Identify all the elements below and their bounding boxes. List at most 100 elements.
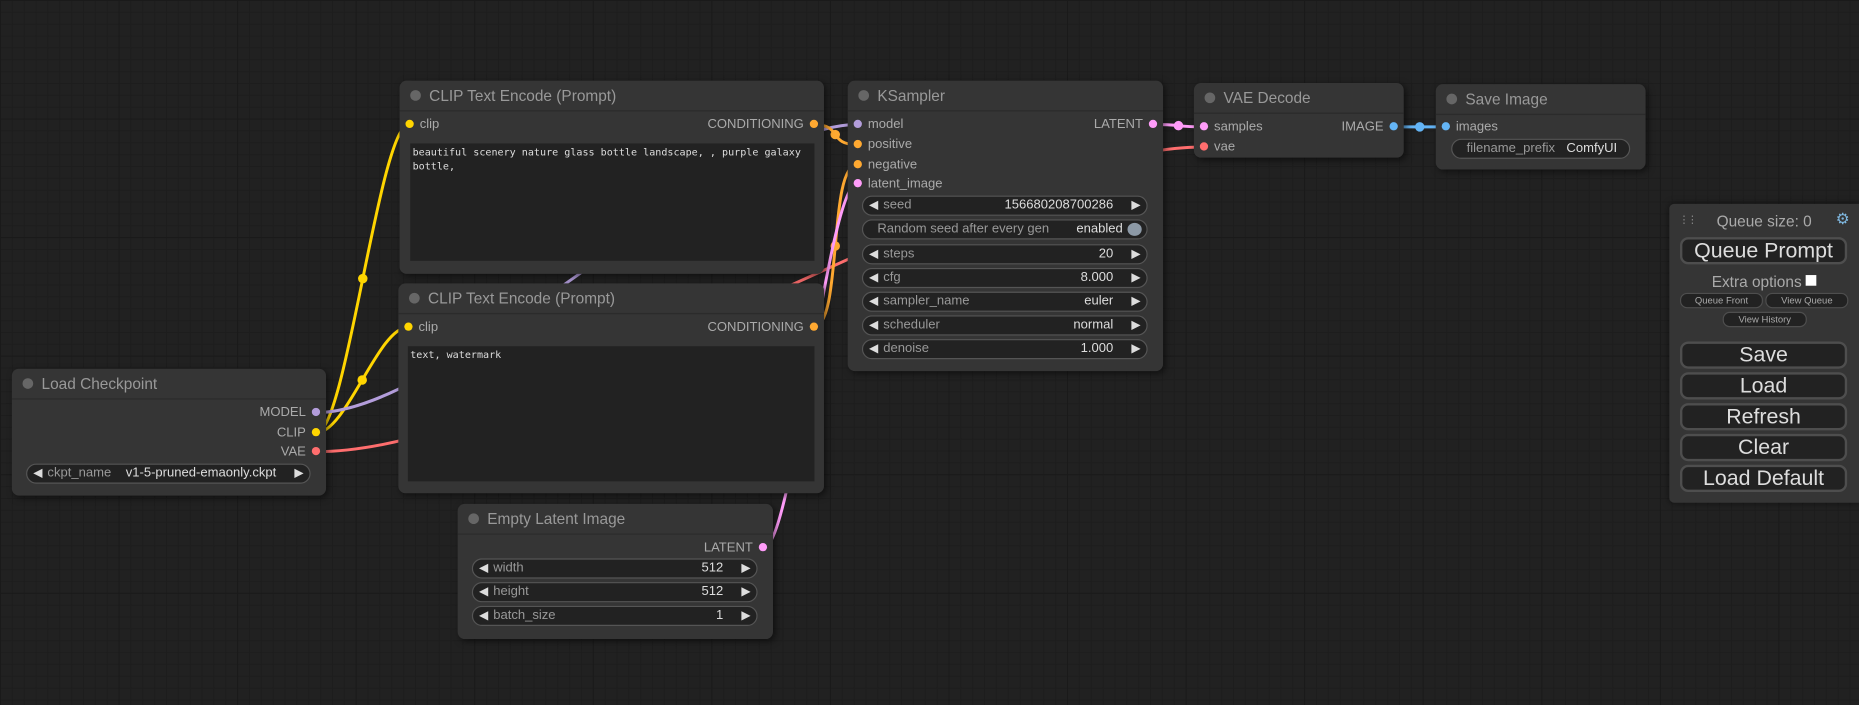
clip-link-negative-midpoint-icon[interactable] <box>357 375 367 385</box>
arrow-right-icon[interactable]: ▶ <box>1131 199 1141 213</box>
clear-button[interactable]: Clear <box>1679 433 1848 462</box>
node-title-bar[interactable]: Load Checkpoint <box>11 369 327 400</box>
arrow-left-icon[interactable]: ◀ <box>869 342 879 356</box>
arrow-right-icon[interactable]: ▶ <box>1131 271 1141 285</box>
arrow-right-icon[interactable]: ▶ <box>1131 247 1141 261</box>
sampler-name-combo[interactable]: ◀ sampler_name euler ▶ <box>861 291 1148 312</box>
arrow-left-icon[interactable]: ◀ <box>869 271 879 285</box>
input-model[interactable]: model <box>853 116 903 133</box>
filename-prefix-input[interactable]: filename_prefix ComfyUI <box>1451 138 1631 159</box>
arrow-left-icon[interactable]: ◀ <box>869 199 879 213</box>
image-link-midpoint-icon[interactable] <box>1415 122 1425 132</box>
collapse-dot-icon[interactable] <box>1446 93 1458 105</box>
slot-dot-icon[interactable] <box>1441 121 1450 130</box>
arrow-right-icon[interactable]: ▶ <box>741 609 751 623</box>
output-latent[interactable]: LATENT <box>1094 116 1158 133</box>
slot-dot-icon[interactable] <box>311 427 321 436</box>
ckpt-name-combo[interactable]: ◀ ckpt_name v1-5-pruned-emaonly.ckpt ▶ <box>26 463 311 484</box>
node-vae-decode[interactable]: VAE Decode samples IMAGE vae <box>1193 82 1404 158</box>
arrow-left-icon[interactable]: ◀ <box>478 585 489 599</box>
input-samples[interactable]: samples <box>1199 119 1263 136</box>
slot-dot-icon[interactable] <box>853 119 862 128</box>
slot-dot-icon[interactable] <box>853 139 862 148</box>
input-clip[interactable]: clip <box>405 116 439 133</box>
height-number-widget[interactable]: ◀ height 512 ▶ <box>471 582 758 603</box>
view-queue-button[interactable]: View Queue <box>1765 292 1849 309</box>
slot-dot-icon[interactable] <box>1148 119 1158 128</box>
node-title-bar[interactable]: CLIP Text Encode (Prompt) <box>398 283 824 315</box>
refresh-button[interactable]: Refresh <box>1679 403 1848 431</box>
node-ksampler[interactable]: KSampler model LATENT positive negative … <box>847 80 1164 372</box>
queue-front-button[interactable]: Queue Front <box>1679 292 1763 309</box>
scheduler-combo[interactable]: ◀ scheduler normal ▶ <box>861 315 1148 336</box>
node-title-bar[interactable]: Empty Latent Image <box>457 504 774 535</box>
arrow-right-icon[interactable]: ▶ <box>1131 342 1141 356</box>
input-images[interactable]: images <box>1441 119 1498 136</box>
arrow-left-icon[interactable]: ◀ <box>478 561 489 576</box>
arrow-right-icon[interactable]: ▶ <box>1131 318 1141 332</box>
input-latent-image[interactable]: latent_image <box>853 175 943 192</box>
toggle-knob-icon[interactable] <box>1127 222 1142 236</box>
input-vae[interactable]: vae <box>1199 139 1235 156</box>
output-vae[interactable]: VAE <box>281 443 321 460</box>
width-number-widget[interactable]: ◀ width 512 ▶ <box>471 558 758 579</box>
steps-number-widget[interactable]: ◀ steps 20 ▶ <box>861 244 1148 265</box>
arrow-right-icon[interactable]: ▶ <box>741 585 751 599</box>
output-conditioning[interactable]: CONDITIONING <box>707 116 819 133</box>
clip-link-positive-midpoint-icon[interactable] <box>358 273 368 284</box>
collapse-dot-icon[interactable] <box>468 513 479 525</box>
node-title-bar[interactable]: CLIP Text Encode (Prompt) <box>399 81 824 112</box>
samples-link-midpoint-icon[interactable] <box>1173 120 1184 131</box>
slot-dot-icon[interactable] <box>1199 121 1209 130</box>
batch-size-number-widget[interactable]: ◀ batch_size 1 ▶ <box>471 605 758 626</box>
slot-dot-icon[interactable] <box>404 321 413 331</box>
collapse-dot-icon[interactable] <box>409 292 420 304</box>
collapse-dot-icon[interactable] <box>410 90 421 101</box>
slot-dot-icon[interactable] <box>311 446 321 455</box>
slot-dot-icon[interactable] <box>758 542 768 551</box>
save-button[interactable]: Save <box>1679 341 1848 369</box>
node-title-bar[interactable]: VAE Decode <box>1193 83 1404 114</box>
output-clip[interactable]: CLIP <box>277 424 321 441</box>
output-model[interactable]: MODEL <box>259 404 321 421</box>
arrow-left-icon[interactable]: ◀ <box>869 247 879 261</box>
slot-dot-icon[interactable] <box>809 321 819 331</box>
node-clip-text-encode-negative[interactable]: CLIP Text Encode (Prompt) clip CONDITION… <box>398 283 824 494</box>
output-latent[interactable]: LATENT <box>704 539 768 556</box>
prompt-textarea[interactable]: text, watermark <box>407 346 815 482</box>
node-load-checkpoint[interactable]: Load Checkpoint MODEL CLIP VAE ◀ ckpt_na… <box>11 368 327 496</box>
slot-dot-icon[interactable] <box>405 119 414 128</box>
output-conditioning[interactable]: CONDITIONING <box>707 319 819 336</box>
cfg-number-widget[interactable]: ◀ cfg 8.000 ▶ <box>861 267 1148 289</box>
prompt-textarea[interactable]: beautiful scenery nature glass bottle la… <box>410 143 815 261</box>
arrow-left-icon[interactable]: ◀ <box>869 318 879 332</box>
arrow-right-icon[interactable]: ▶ <box>741 561 751 576</box>
queue-prompt-button[interactable]: Queue Prompt <box>1679 237 1848 265</box>
random-seed-toggle[interactable]: Random seed after every gen enabled <box>861 219 1148 240</box>
slot-dot-icon[interactable] <box>1389 121 1398 130</box>
input-clip[interactable]: clip <box>404 319 438 336</box>
input-positive[interactable]: positive <box>853 136 912 153</box>
denoise-number-widget[interactable]: ◀ denoise 1.000 ▶ <box>861 339 1148 360</box>
arrow-left-icon[interactable]: ◀ <box>33 467 43 481</box>
drag-handle-icon[interactable]: ⋮⋮ <box>1678 213 1698 226</box>
output-image[interactable]: IMAGE <box>1342 119 1398 136</box>
node-clip-text-encode-positive[interactable]: CLIP Text Encode (Prompt) clip CONDITION… <box>399 80 824 274</box>
slot-dot-icon[interactable] <box>809 119 819 128</box>
view-history-button[interactable]: View History <box>1722 311 1807 328</box>
load-button[interactable]: Load <box>1679 372 1848 400</box>
collapse-dot-icon[interactable] <box>1204 92 1216 104</box>
arrow-left-icon[interactable]: ◀ <box>869 295 879 309</box>
slot-dot-icon[interactable] <box>1199 141 1209 151</box>
extra-options-checkbox[interactable] <box>1805 275 1817 286</box>
slot-dot-icon[interactable] <box>853 178 862 187</box>
collapse-dot-icon[interactable] <box>22 378 34 389</box>
node-save-image[interactable]: Save Image images filename_prefix ComfyUI <box>1435 84 1646 170</box>
load-default-button[interactable]: Load Default <box>1679 464 1848 493</box>
node-title-bar[interactable]: Save Image <box>1435 84 1646 116</box>
node-title-bar[interactable]: KSampler <box>847 81 1164 112</box>
conditioning-positive-link-midpoint-icon[interactable] <box>830 129 840 140</box>
arrow-left-icon[interactable]: ◀ <box>478 609 489 623</box>
arrow-right-icon[interactable]: ▶ <box>1131 295 1141 309</box>
